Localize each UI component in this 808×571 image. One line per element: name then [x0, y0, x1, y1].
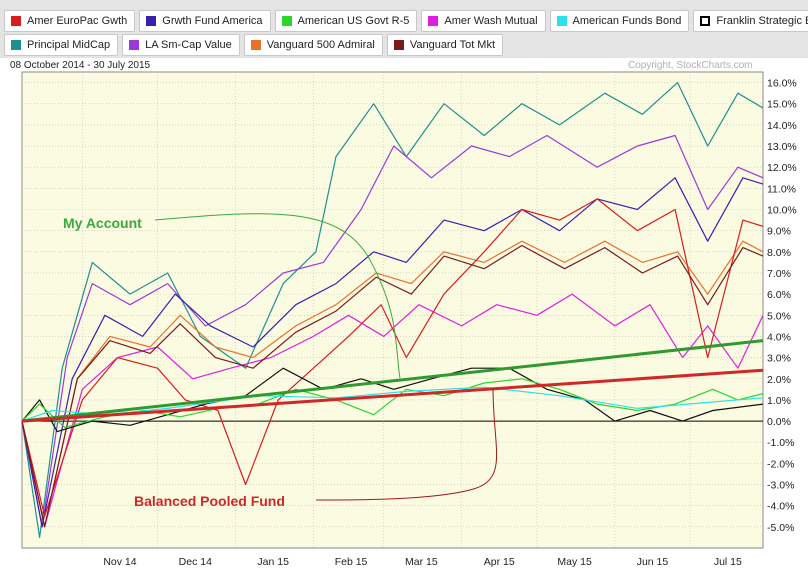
x-tick-label: May 15 — [557, 556, 592, 568]
legend-item-amer-europac[interactable]: Amer EuroPac Gwth — [4, 10, 136, 32]
legend-label: Grwth Fund America — [162, 15, 263, 27]
legend-item-franklin-strategic[interactable]: Franklin Strategic B — [693, 10, 808, 32]
x-tick-label: Jul 15 — [714, 556, 742, 568]
legend-item-growth-fund-america[interactable]: Grwth Fund America — [139, 10, 271, 32]
legend-swatch — [250, 40, 261, 50]
copyright-label: Copyright, StockCharts.com — [628, 60, 753, 71]
legend-label: LA Sm-Cap Value — [145, 39, 232, 51]
legend-label: Principal MidCap — [27, 39, 111, 51]
x-tick-label: Nov 14 — [103, 556, 136, 568]
legend-row-2: Principal MidCap LA Sm-Cap Value Vanguar… — [4, 34, 504, 56]
trend-line — [21, 339, 764, 423]
y-tick-label: 13.0% — [767, 141, 797, 153]
annotation-balanced-fund: Balanced Pooled Fund — [134, 493, 285, 509]
series-line — [21, 244, 764, 528]
legend-swatch — [11, 40, 21, 50]
legend-label: Vanguard Tot Mkt — [409, 39, 496, 51]
y-tick-label: 14.0% — [767, 120, 797, 132]
plot-area — [21, 71, 764, 549]
x-tick-label: Feb 15 — [335, 556, 368, 568]
y-tick-label: 11.0% — [767, 183, 796, 195]
legend-item-la-smcap-value[interactable]: LA Sm-Cap Value — [122, 34, 240, 56]
y-tick-label: 15.0% — [767, 99, 797, 111]
legend-label: Amer Wash Mutual — [444, 15, 538, 27]
legend-panel: Amer EuroPac Gwth Grwth Fund America Ame… — [0, 0, 808, 58]
y-tick-label: 5.0% — [767, 310, 791, 322]
y-tick-label: -2.0% — [767, 458, 794, 470]
legend-label: Vanguard 500 Admiral — [266, 39, 375, 51]
legend-swatch — [146, 16, 157, 26]
legend-swatch — [393, 40, 404, 50]
series-line — [21, 198, 764, 517]
legend-swatch — [556, 16, 567, 26]
series-line — [21, 367, 764, 433]
series-line — [21, 81, 764, 539]
x-tick-label: Dec 14 — [179, 556, 212, 568]
x-tick-label: Jun 15 — [637, 556, 669, 568]
legend-label: Amer EuroPac Gwth — [27, 15, 128, 27]
legend-item-funds-bond[interactable]: American Funds Bond — [549, 10, 690, 32]
annotation-my-account: My Account — [63, 215, 142, 231]
legend-item-wash-mutual[interactable]: Amer Wash Mutual — [421, 10, 546, 32]
y-tick-label: 16.0% — [767, 78, 797, 90]
my-account-pointer — [154, 213, 401, 379]
y-tick-label: 2.0% — [767, 374, 791, 386]
series-line — [21, 240, 764, 528]
legend-swatch — [281, 16, 292, 26]
legend-item-vanguard-tot-mkt[interactable]: Vanguard Tot Mkt — [386, 34, 504, 56]
y-tick-label: 1.0% — [767, 395, 791, 407]
y-tick-label: 0.0% — [767, 416, 791, 428]
series-line — [21, 177, 764, 528]
x-tick-label: Apr 15 — [484, 556, 515, 568]
legend-swatch — [129, 40, 140, 50]
legend-swatch — [11, 16, 21, 26]
x-tick-label: Mar 15 — [405, 556, 438, 568]
y-tick-label: 3.0% — [767, 353, 791, 365]
trend-line — [21, 368, 764, 423]
legend-label: Franklin Strategic B — [716, 15, 808, 27]
y-tick-label: 8.0% — [767, 247, 791, 259]
legend-label: American Funds Bond — [572, 15, 682, 27]
y-tick-label: -3.0% — [767, 480, 794, 492]
legend-row-1: Amer EuroPac Gwth Grwth Fund America Ame… — [4, 10, 808, 32]
y-tick-label: 7.0% — [767, 268, 791, 280]
y-tick-label: 10.0% — [767, 205, 797, 217]
y-tick-label: -1.0% — [767, 437, 794, 449]
y-tick-label: -5.0% — [767, 522, 794, 534]
x-tick-label: Jan 15 — [257, 556, 289, 568]
legend-item-vanguard-500[interactable]: Vanguard 500 Admiral — [243, 34, 383, 56]
series-line — [21, 293, 764, 528]
series-line — [21, 134, 764, 528]
legend-swatch — [428, 16, 439, 26]
balanced-fund-pointer — [315, 387, 498, 501]
y-tick-label: 6.0% — [767, 289, 791, 301]
y-tick-label: 4.0% — [767, 331, 791, 343]
legend-item-us-govt[interactable]: American US Govt R-5 — [274, 10, 418, 32]
legend-label: American US Govt R-5 — [297, 15, 410, 27]
y-tick-label: 12.0% — [767, 162, 797, 174]
y-tick-label: 9.0% — [767, 226, 791, 238]
legend-item-principal-midcap[interactable]: Principal MidCap — [4, 34, 119, 56]
legend-swatch — [700, 16, 711, 26]
date-range-label: 08 October 2014 - 30 July 2015 — [10, 60, 151, 71]
y-tick-label: -4.0% — [767, 501, 794, 513]
